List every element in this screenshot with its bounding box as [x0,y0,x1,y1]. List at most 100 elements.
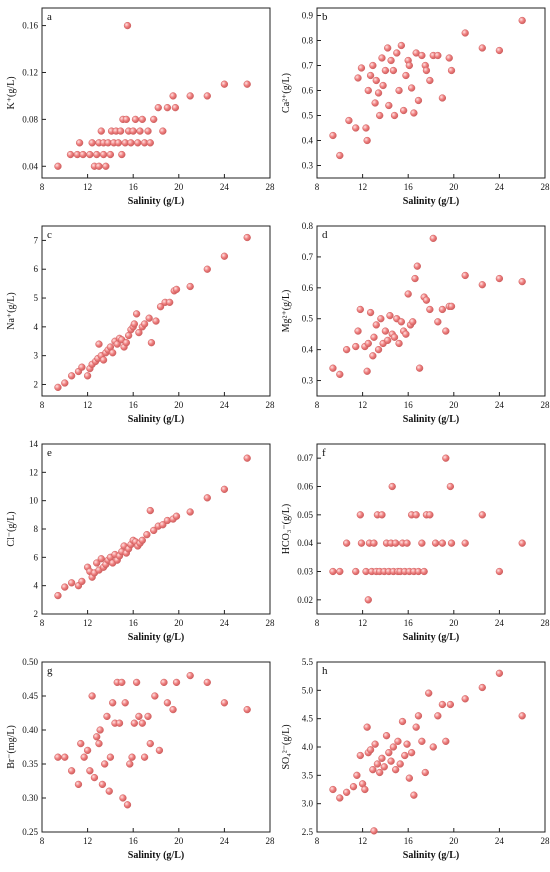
data-point [434,318,442,326]
x-tick-label: 12 [358,836,367,846]
x-tick-label: 16 [129,182,139,192]
data-point [426,76,434,85]
data-point [86,150,94,159]
data-point [150,526,158,535]
x-tick-label: 12 [83,182,92,192]
y-tick-label: 0.08 [22,114,38,124]
x-tick-label: 16 [129,618,139,628]
panel-c-chart: 8 12 16 20 24 28 2 3 4 5 6 7 c Salinity (g/L) Na⁺(g/L) [6,225,276,425]
x-tick-label: 28 [266,400,276,410]
data-point [366,71,375,80]
y-tick-label: 8 [34,524,39,534]
y-tick-label: 0.45 [22,691,38,701]
data-point [518,712,526,720]
data-point [152,317,160,325]
data-point [461,271,469,280]
data-point [495,274,504,283]
data-point [374,345,383,354]
data-point [122,115,131,124]
data-point [376,768,384,777]
data-point [78,363,86,371]
data-point [243,233,251,242]
data-point [86,767,94,775]
data-point [366,308,375,317]
data-point [413,262,421,270]
data-point [138,536,146,544]
x-tick-label: 20 [449,618,459,628]
y-tick-label: 6 [34,264,39,274]
data-point [156,303,165,311]
data-point [518,16,526,25]
y-tick-label: 0.7 [302,252,314,262]
x-tick-label: 28 [541,182,550,192]
x-tick-label: 8 [40,618,45,628]
y-tick-label: 2 [34,379,39,389]
y-tick-label: 0.4 [302,136,314,146]
y-tick-label: 14 [29,439,39,449]
data-point [418,51,426,60]
x-tick-label: 8 [315,182,320,192]
x-tick-label: 20 [174,618,184,628]
data-point [397,41,406,50]
data-point [132,678,141,687]
x-axis-label: Salinity (g/L) [403,850,459,861]
data-point [329,567,337,576]
data-point [407,749,416,757]
data-point [169,705,177,714]
data-point [364,86,372,95]
data-point [438,539,447,547]
data-point [75,139,84,147]
data-point [147,339,156,347]
data-point [461,29,469,37]
x-axis-label: Salinity (g/L) [128,850,184,861]
y-tick-label: 0.3 [302,161,314,171]
data-point [442,454,450,462]
data-point [243,454,251,462]
y-tick-label: 0.50 [22,657,38,667]
data-point [54,591,62,600]
data-point [160,678,168,687]
y-tick-label: 2.5 [302,827,314,837]
y-tick-label: 0.6 [302,86,314,96]
x-tick-label: 20 [449,182,459,192]
data-point [99,356,108,364]
data-point [336,370,344,379]
data-point [67,372,76,380]
data-point [379,81,387,90]
data-point [415,364,424,372]
data-point [155,746,164,755]
data-point [130,719,138,727]
y-tick-label: 4 [34,581,39,591]
plot-frame [316,225,546,397]
x-tick-label: 8 [315,836,320,846]
data-point [410,109,418,117]
data-point [93,150,101,159]
data-point [61,753,69,761]
data-point [329,131,337,140]
data-point [404,290,412,298]
data-point [434,712,442,720]
data-point [131,115,140,124]
y-tick-label: 0.06 [297,482,313,492]
data-point [93,559,101,567]
data-point [388,482,396,491]
y-tick-label: 0.8 [302,221,314,231]
data-point [382,732,391,740]
y-tick-label: 3 [34,351,39,361]
data-point [102,162,110,170]
data-point [118,678,126,687]
data-point [349,783,358,791]
x-tick-label: 24 [220,182,230,192]
data-point [146,139,154,147]
panel-h-chart: 8 12 16 20 24 28 2.5 3.0 3.5 4.0 4.5 5.0 5.5 h Salinit… [281,657,550,861]
panel-label: a [47,11,52,23]
data-point [186,671,194,680]
data-point [405,61,413,70]
data-point [422,66,431,75]
y-axis-label: Na⁺(g/L) [6,292,17,330]
y-axis-label: Ca²⁺(g/L) [281,73,292,113]
x-tick-label: 12 [358,618,367,628]
data-point [146,506,154,515]
data-point [96,726,104,734]
x-tick-label: 28 [541,836,550,846]
